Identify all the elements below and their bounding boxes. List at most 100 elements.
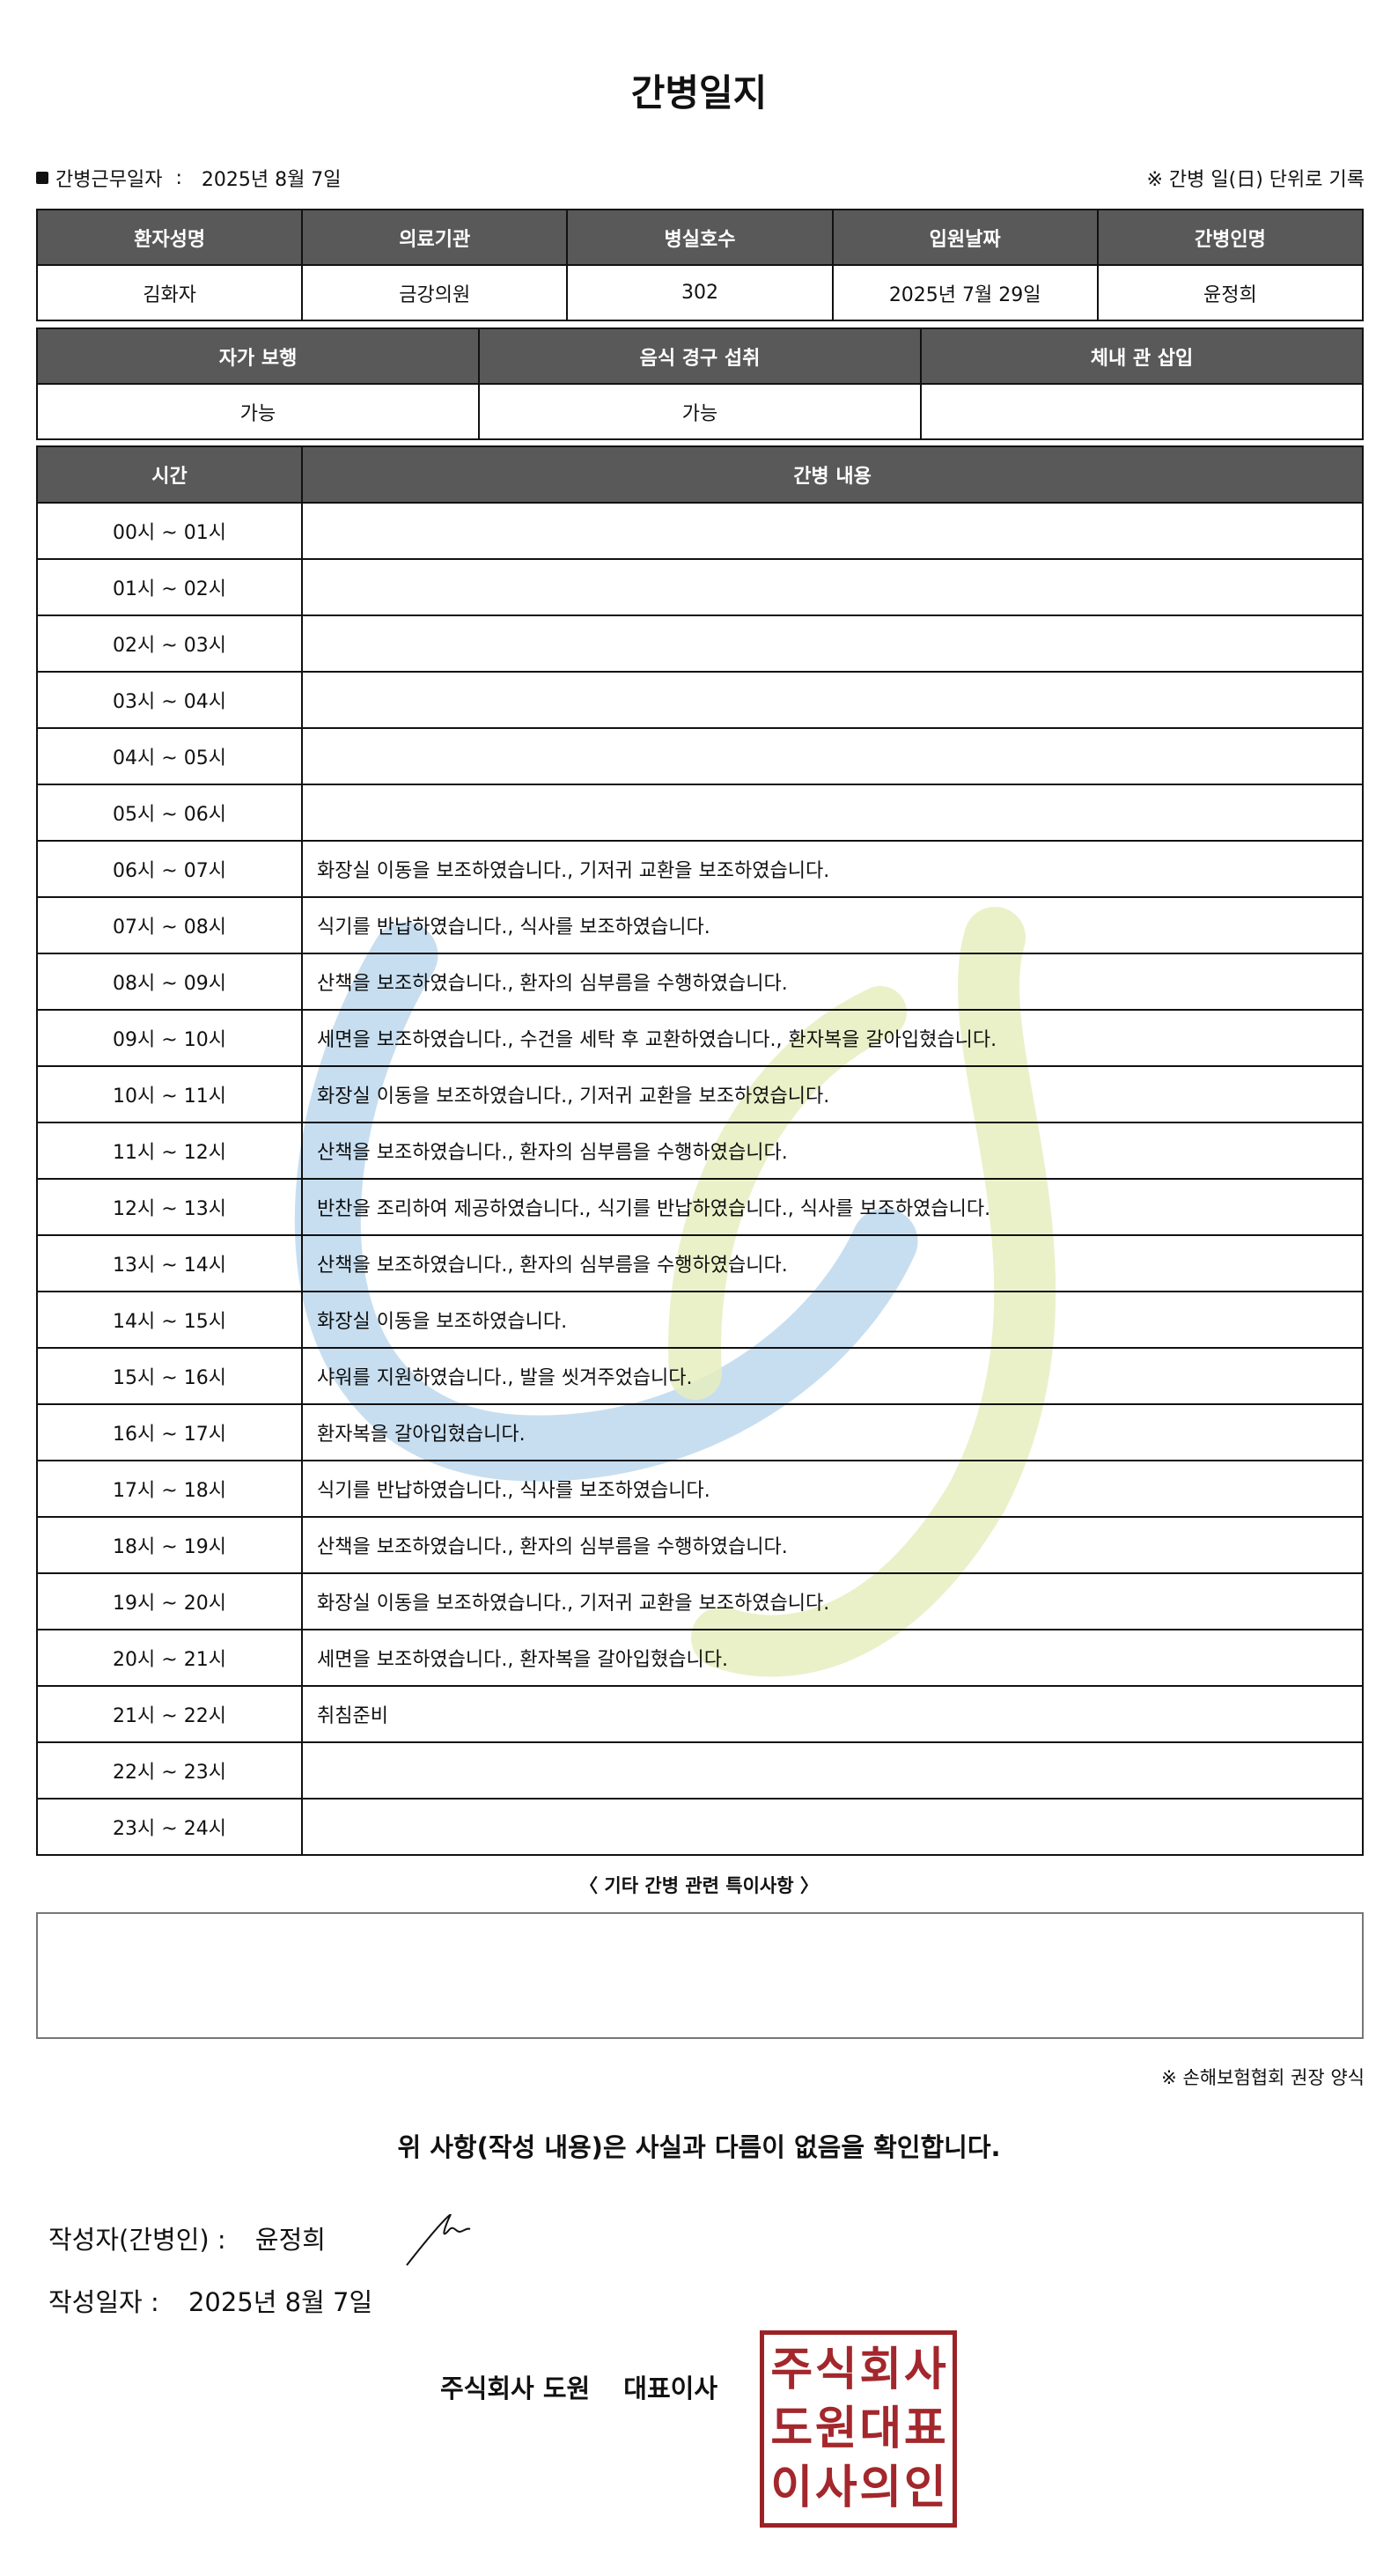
seal-character: 사 — [903, 2343, 946, 2396]
info-header: 의료기관 — [301, 209, 569, 266]
seal-character: 회 — [859, 2343, 902, 2396]
time-cell: 15시 ~ 16시 — [36, 1347, 303, 1405]
company-name: 주식회사 도원 — [440, 2374, 591, 2403]
table-row: 23시 ~ 24시 — [36, 1798, 1364, 1856]
table-row: 22시 ~ 23시 — [36, 1741, 1364, 1800]
content-cell[interactable]: 반찬을 조리하여 제공하였습니다., 식기를 반납하였습니다., 식사를 보조하… — [301, 1178, 1364, 1236]
table-row: 05시 ~ 06시 — [36, 784, 1364, 842]
time-cell: 19시 ~ 20시 — [36, 1572, 303, 1630]
time-cell: 13시 ~ 14시 — [36, 1234, 303, 1292]
colon: : — [169, 166, 195, 189]
content-cell[interactable]: 산책을 보조하였습니다., 환자의 심부름을 수행하였습니다. — [301, 1516, 1364, 1574]
table-row: 17시 ~ 18시 식기를 반납하였습니다., 식사를 보조하였습니다. — [36, 1460, 1364, 1518]
care-log-table: 시간 간병 내용 00시 ~ 01시 01시 ~ 02시 02시 ~ 03시 03시 ~… — [36, 445, 1364, 1856]
content-cell[interactable]: 화장실 이동을 보조하였습니다. — [301, 1291, 1364, 1349]
content-cell[interactable] — [301, 1798, 1364, 1856]
time-cell: 04시 ~ 05시 — [36, 727, 303, 785]
author-name: 윤정희 — [254, 2225, 326, 2255]
content-cell[interactable] — [301, 784, 1364, 842]
status-value: 가능 — [36, 383, 480, 440]
table-row: 15시 ~ 16시 샤워를 지원하였습니다., 발을 씻겨주었습니다. — [36, 1347, 1364, 1405]
content-cell[interactable]: 세면을 보조하였습니다., 수건을 세탁 후 교환하였습니다., 환자복을 갈아… — [301, 1009, 1364, 1067]
time-cell: 20시 ~ 21시 — [36, 1629, 303, 1687]
status-header: 음식 경구 섭취 — [478, 328, 922, 385]
header-time: 시간 — [36, 445, 303, 504]
status-header: 체내 관 삽입 — [920, 328, 1364, 385]
info-value: 2025년 7월 29일 — [831, 264, 1099, 321]
table-row: 16시 ~ 17시 환자복을 갈아입혔습니다. — [36, 1403, 1364, 1461]
time-cell: 06시 ~ 07시 — [36, 840, 303, 898]
content-cell[interactable]: 화장실 이동을 보조하였습니다., 기저귀 교환을 보조하였습니다. — [301, 1065, 1364, 1123]
table-row: 11시 ~ 12시 산책을 보조하였습니다., 환자의 심부름을 수행하였습니다. — [36, 1122, 1364, 1180]
table-row: 03시 ~ 04시 — [36, 671, 1364, 729]
content-cell[interactable]: 산책을 보조하였습니다., 환자의 심부름을 수행하였습니다. — [301, 953, 1364, 1011]
table-row: 12시 ~ 13시 반찬을 조리하여 제공하였습니다., 식기를 반납하였습니다.… — [36, 1178, 1364, 1236]
content-cell[interactable]: 취침준비 — [301, 1685, 1364, 1743]
content-cell[interactable]: 화장실 이동을 보조하였습니다., 기저귀 교환을 보조하였습니다. — [301, 840, 1364, 898]
company-line: 주식회사 도원 대표이사 — [440, 2368, 717, 2405]
content-cell[interactable]: 화장실 이동을 보조하였습니다., 기저귀 교환을 보조하였습니다. — [301, 1572, 1364, 1630]
notes-field[interactable] — [36, 1912, 1364, 2039]
notes-label: 〈 기타 간병 관련 특이사항 〉 — [579, 1875, 819, 1896]
time-cell: 02시 ~ 03시 — [36, 615, 303, 673]
content-cell[interactable]: 환자복을 갈아입혔습니다. — [301, 1403, 1364, 1461]
time-cell: 05시 ~ 06시 — [36, 784, 303, 842]
content-cell[interactable]: 산책을 보조하였습니다., 환자의 심부름을 수행하였습니다. — [301, 1122, 1364, 1180]
time-cell: 16시 ~ 17시 — [36, 1403, 303, 1461]
seal-character: 인 — [903, 2462, 946, 2515]
content-cell[interactable] — [301, 671, 1364, 729]
header-content: 간병 내용 — [301, 445, 1364, 504]
signature-image — [406, 2214, 471, 2266]
page-title: 간병일지 — [630, 71, 768, 114]
seal-character: 식 — [814, 2343, 857, 2396]
info-header: 병실호수 — [566, 209, 834, 266]
status-value — [920, 383, 1364, 440]
content-cell[interactable] — [301, 502, 1364, 560]
table-row: 04시 ~ 05시 — [36, 727, 1364, 785]
info-value: 김화자 — [35, 264, 304, 321]
time-cell: 00시 ~ 01시 — [36, 502, 303, 560]
time-cell: 08시 ~ 09시 — [36, 953, 303, 1011]
author-line: 작성자(간병인) : 윤정희 — [48, 2219, 326, 2256]
info-header: 입원날짜 — [831, 209, 1099, 266]
table-row: 01시 ~ 02시 — [36, 558, 1364, 616]
written-date-line: 작성일자 : 2025년 8월 7일 — [48, 2282, 372, 2319]
content-cell[interactable] — [301, 727, 1364, 785]
time-cell: 10시 ~ 11시 — [36, 1065, 303, 1123]
time-cell: 18시 ~ 19시 — [36, 1516, 303, 1574]
time-cell: 09시 ~ 10시 — [36, 1009, 303, 1067]
written-date-value: 2025년 8월 7일 — [188, 2287, 373, 2317]
info-value: 윤정희 — [1096, 264, 1365, 321]
table-row: 08시 ~ 09시 산책을 보조하였습니다., 환자의 심부름을 수행하였습니다. — [36, 953, 1364, 1011]
table-row: 18시 ~ 19시 산책을 보조하였습니다., 환자의 심부름을 수행하였습니다. — [36, 1516, 1364, 1574]
table-row: 06시 ~ 07시 화장실 이동을 보조하였습니다., 기저귀 교환을 보조하였습… — [36, 840, 1364, 898]
time-cell: 22시 ~ 23시 — [36, 1741, 303, 1800]
content-cell[interactable]: 식기를 반납하였습니다., 식사를 보조하였습니다. — [301, 1460, 1364, 1518]
table-row: 14시 ~ 15시 화장실 이동을 보조하였습니다. — [36, 1291, 1364, 1349]
time-cell: 03시 ~ 04시 — [36, 671, 303, 729]
work-date-value: 2025년 8월 7일 — [201, 169, 342, 191]
info-value: 금강의원 — [301, 264, 569, 321]
seal-character: 주 — [770, 2343, 813, 2396]
time-cell: 14시 ~ 15시 — [36, 1291, 303, 1349]
time-cell: 23시 ~ 24시 — [36, 1798, 303, 1856]
content-cell[interactable] — [301, 615, 1364, 673]
table-row: 00시 ~ 01시 — [36, 502, 1364, 560]
content-cell[interactable] — [301, 1741, 1364, 1800]
content-cell[interactable]: 산책을 보조하였습니다., 환자의 심부름을 수행하였습니다. — [301, 1234, 1364, 1292]
content-cell[interactable] — [301, 558, 1364, 616]
seal-character: 표 — [903, 2402, 946, 2455]
info-header: 간병인명 — [1096, 209, 1365, 266]
written-date-label: 작성일자 : — [48, 2287, 159, 2317]
content-cell[interactable]: 세면을 보조하였습니다., 환자복을 갈아입혔습니다. — [301, 1629, 1364, 1687]
info-value: 302 — [566, 264, 834, 321]
table-row: 07시 ~ 08시 식기를 반납하였습니다., 식사를 보조하였습니다. — [36, 896, 1364, 954]
seal-character: 원 — [814, 2402, 857, 2455]
time-cell: 11시 ~ 12시 — [36, 1122, 303, 1180]
work-date-label: 간병근무일자 — [55, 169, 163, 191]
table-row: 10시 ~ 11시 화장실 이동을 보조하였습니다., 기저귀 교환을 보조하였습… — [36, 1065, 1364, 1123]
content-cell[interactable]: 샤워를 지원하였습니다., 발을 씻겨주었습니다. — [301, 1347, 1364, 1405]
seal-character: 이 — [770, 2462, 813, 2515]
content-cell[interactable]: 식기를 반납하였습니다., 식사를 보조하였습니다. — [301, 896, 1364, 954]
